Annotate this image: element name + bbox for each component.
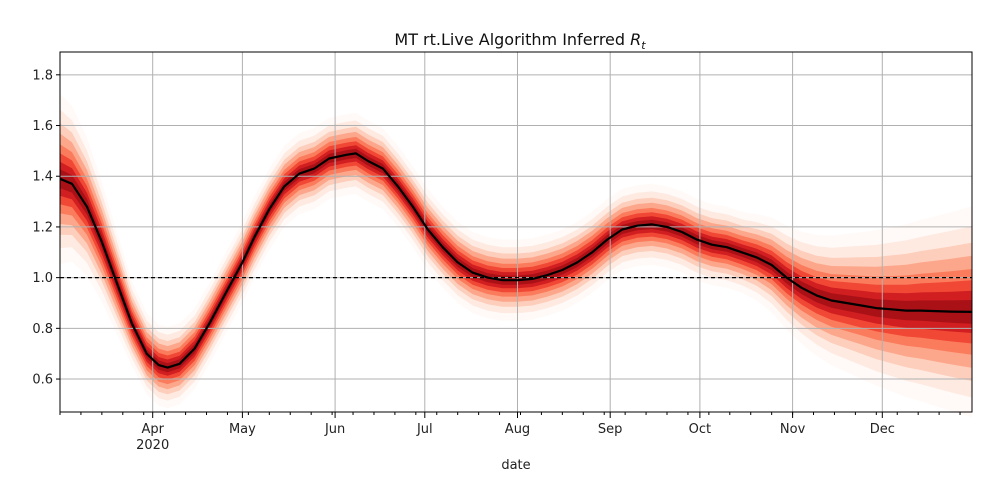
x-tick-label: Dec xyxy=(870,422,895,437)
x-tick-label: Oct xyxy=(689,422,711,437)
y-tick-label: 1.6 xyxy=(32,119,53,134)
plot-frame xyxy=(59,51,973,413)
y-tick-label: 0.6 xyxy=(32,373,53,388)
x-axis-label: date xyxy=(501,458,530,473)
y-tick-label: 1.8 xyxy=(32,68,53,83)
x-tick-label: May xyxy=(229,422,256,437)
y-tick-label: 1.2 xyxy=(32,220,53,235)
x-tick-label: Nov xyxy=(780,422,806,437)
x-tick-label: Jun xyxy=(324,422,345,437)
chart-title-text: MT rt.Live Algorithm Inferred xyxy=(394,30,630,49)
uncertainty-band xyxy=(60,93,972,418)
chart-title: MT rt.Live Algorithm Inferred Rt xyxy=(394,30,646,52)
x-tick-label: Aug xyxy=(505,422,530,437)
x-tick-label: Sep xyxy=(598,422,623,437)
y-tick-label: 1.0 xyxy=(32,271,53,286)
band-level-4 xyxy=(60,136,972,385)
x-tick-label: Jul xyxy=(416,422,433,437)
x-tick-sublabel: 2020 xyxy=(136,438,169,453)
chart-title-subscript: t xyxy=(641,39,646,52)
x-tick-label: Apr xyxy=(141,422,164,437)
chart-title-symbol: R xyxy=(630,30,641,49)
y-tick-label: 1.4 xyxy=(32,170,53,185)
rt-line xyxy=(59,152,973,369)
y-tick-label: 0.8 xyxy=(32,322,53,337)
rt-line-group xyxy=(59,152,973,369)
